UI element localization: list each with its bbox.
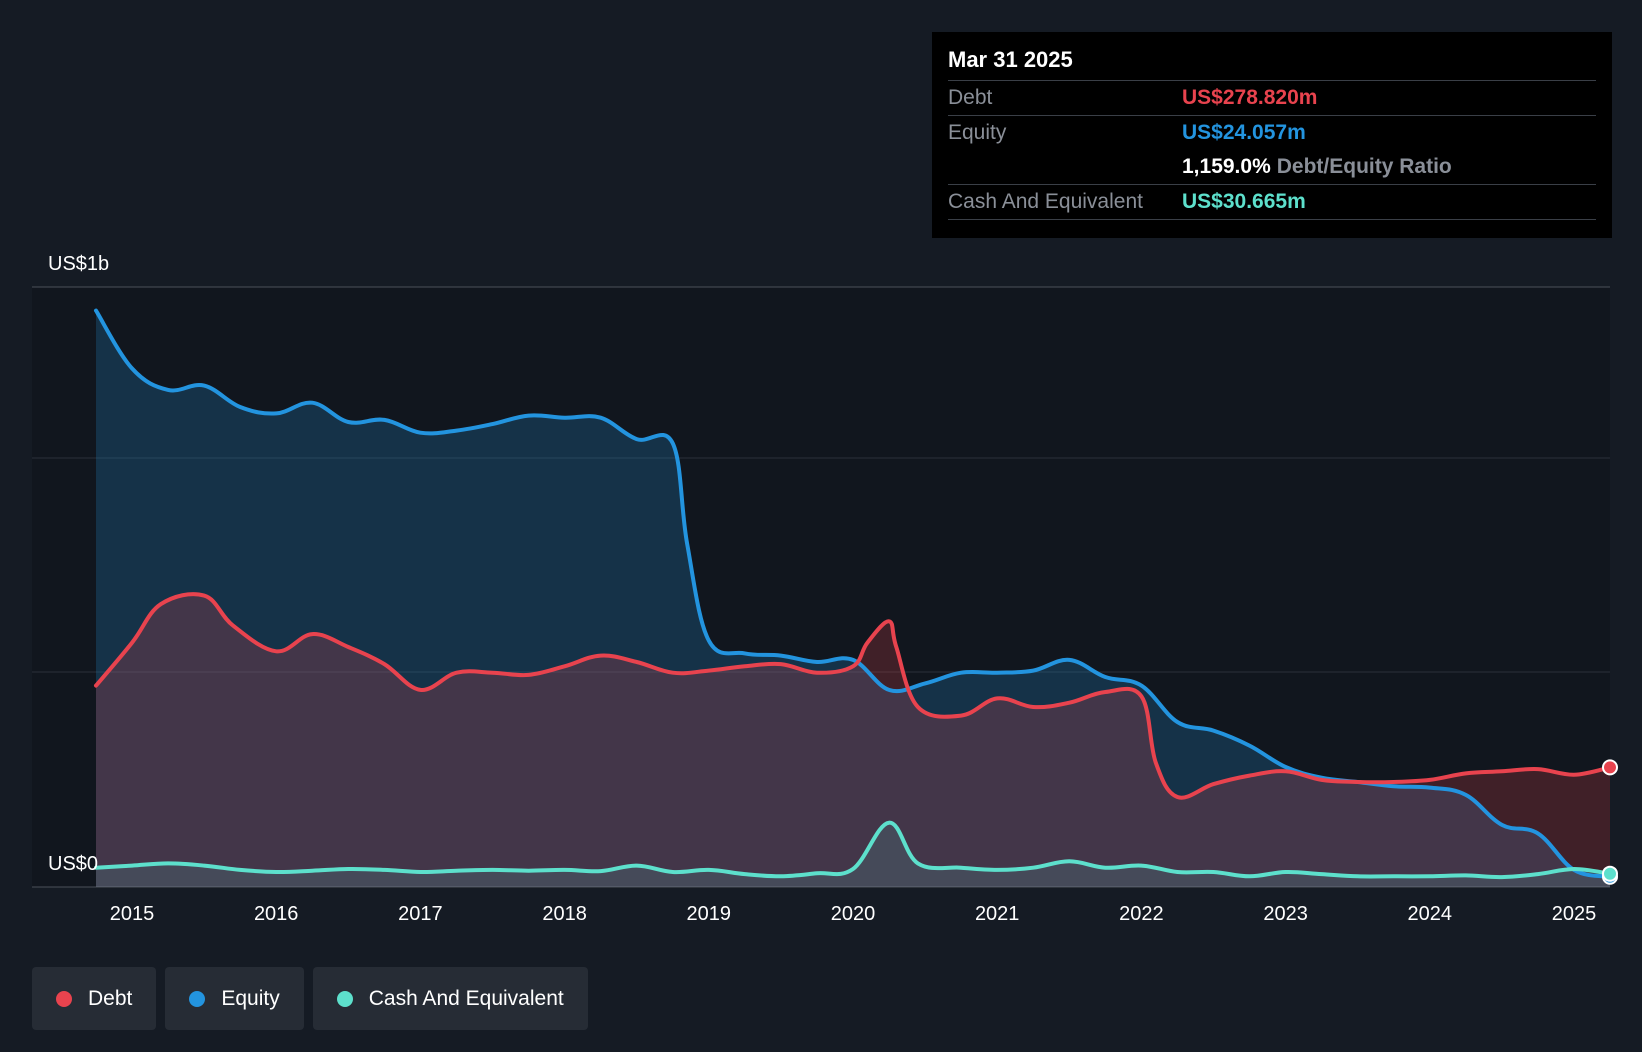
x-tick-label: 2015: [110, 903, 155, 925]
x-tick-label: 2024: [1408, 903, 1453, 925]
x-tick-label: 2022: [1119, 903, 1164, 925]
legend-item-debt[interactable]: Debt: [32, 967, 156, 1030]
tooltip-date: Mar 31 2025: [948, 46, 1596, 81]
debt-endpoint: [1603, 760, 1617, 774]
y-axis-top-label: US$1b: [48, 253, 109, 275]
legend-dot-debt: [56, 991, 72, 1007]
legend-label-cash: Cash And Equivalent: [369, 987, 564, 1011]
legend-item-equity[interactable]: Equity: [165, 967, 303, 1030]
x-tick-label: 2021: [975, 903, 1020, 925]
cash-endpoint: [1603, 867, 1617, 881]
legend: Debt Equity Cash And Equivalent: [32, 967, 588, 1030]
x-tick-label: 2023: [1263, 903, 1308, 925]
tooltip-ratio-value: 1,159.0%: [1182, 155, 1271, 179]
x-tick-label: 2016: [254, 903, 299, 925]
tooltip-row-ratio: 1,159.0% Debt/Equity Ratio: [948, 150, 1596, 185]
tooltip-ratio-label: Debt/Equity Ratio: [1277, 155, 1452, 179]
legend-label-debt: Debt: [88, 987, 132, 1011]
tooltip-row-debt: Debt US$278.820m: [948, 81, 1596, 116]
tooltip-cash-value: US$30.665m: [1182, 190, 1306, 214]
x-tick-label: 2019: [687, 903, 732, 925]
tooltip-row-equity: Equity US$24.057m: [948, 116, 1596, 150]
legend-item-cash[interactable]: Cash And Equivalent: [313, 967, 588, 1030]
tooltip-cash-label: Cash And Equivalent: [948, 190, 1182, 214]
tooltip-debt-label: Debt: [948, 86, 1182, 110]
x-tick-label: 2025: [1552, 903, 1597, 925]
tooltip-row-cash: Cash And Equivalent US$30.665m: [948, 185, 1596, 220]
tooltip-equity-value: US$24.057m: [1182, 121, 1306, 145]
legend-dot-equity: [189, 991, 205, 1007]
legend-label-equity: Equity: [221, 987, 279, 1011]
tooltip-equity-label: Equity: [948, 121, 1182, 145]
tooltip: Mar 31 2025 Debt US$278.820m Equity US$2…: [932, 32, 1612, 238]
x-tick-label: 2020: [831, 903, 876, 925]
tooltip-debt-value: US$278.820m: [1182, 86, 1317, 110]
x-tick-label: 2017: [398, 903, 443, 925]
y-axis-bottom-label: US$0: [48, 853, 98, 875]
x-tick-label: 2018: [542, 903, 587, 925]
legend-dot-cash: [337, 991, 353, 1007]
x-axis-ticks: 2015 2016 2017 2018 2019 2020 2021 2022 2023 2024…: [110, 903, 1597, 925]
